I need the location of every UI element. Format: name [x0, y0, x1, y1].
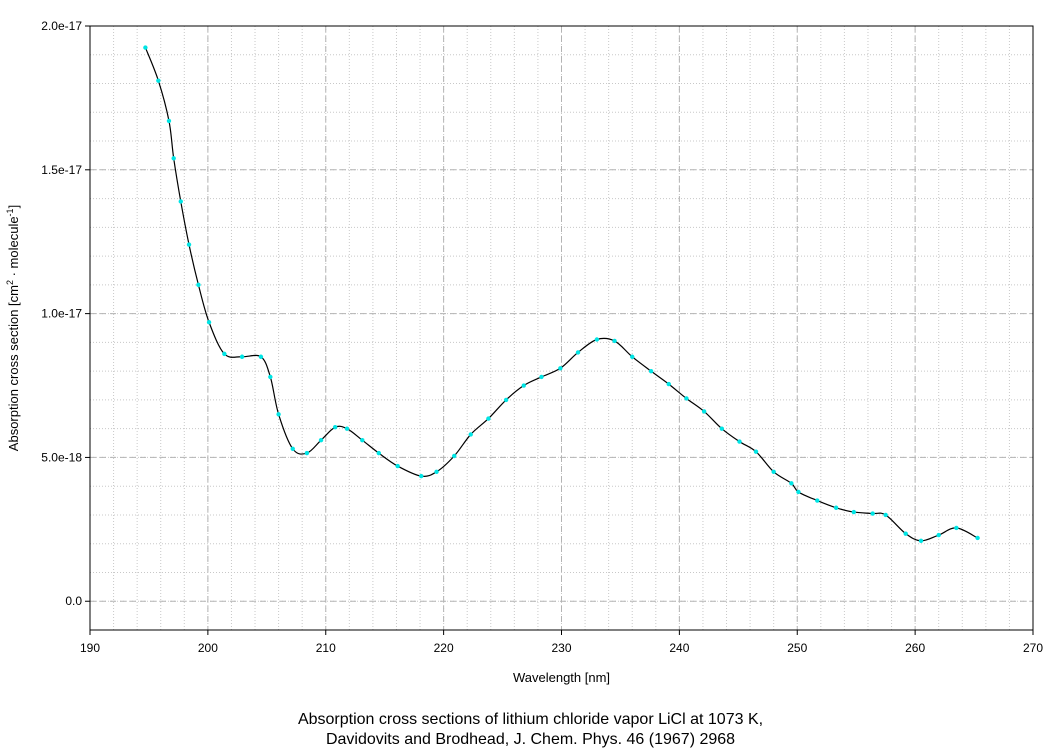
data-point: [395, 463, 400, 469]
data-point: [719, 426, 725, 431]
x-tick-label: 200: [198, 641, 218, 655]
data-point: [701, 409, 707, 414]
data-point: [521, 383, 526, 388]
data-point: [648, 368, 654, 374]
y-axis-title-part: · molecule: [6, 216, 21, 280]
data-point: [594, 337, 600, 342]
data-point: [558, 366, 563, 371]
data-point: [419, 473, 424, 479]
data-point: [178, 199, 183, 204]
y-axis-title-part: Absorption cross section [cm: [6, 285, 21, 451]
axis-ticks: [85, 25, 1034, 635]
data-point: [684, 396, 689, 401]
data-point: [156, 78, 161, 83]
data-point: [753, 449, 759, 454]
x-axis-title: Wavelength [nm]: [513, 670, 610, 685]
data-point: [258, 354, 264, 359]
y-axis-title-part: ]: [6, 205, 21, 209]
y-axis-title-sup: 2: [5, 280, 15, 285]
x-tick-label: 260: [905, 641, 925, 655]
data-point: [815, 498, 820, 503]
data-point: [771, 469, 776, 475]
data-point: [737, 439, 742, 444]
data-point: [452, 453, 457, 459]
data-point: [239, 354, 245, 359]
y-axis-title: Absorption cross section [cm2 · molecule…: [5, 205, 21, 451]
data-point: [870, 511, 875, 516]
data-point: [468, 432, 473, 437]
data-point: [903, 531, 908, 536]
caption-line-2: Davidovits and Brodhead, J. Chem. Phys. …: [325, 731, 736, 748]
data-point: [171, 156, 176, 161]
x-tick-label: 210: [316, 641, 336, 655]
data-point: [789, 481, 794, 486]
y-tick-label: 1.0e-17: [41, 307, 82, 321]
y-tick-label: 2.0e-17: [41, 19, 82, 33]
data-point: [851, 509, 857, 515]
y-axis-title-sup: -1: [5, 208, 15, 216]
data-point: [268, 374, 273, 380]
x-tick-labels: 190 200 210 220 230 240 250 260 270: [80, 641, 1043, 655]
data-point: [143, 45, 148, 50]
data-point: [376, 450, 381, 456]
data-point: [186, 242, 192, 247]
data-point: [918, 538, 924, 544]
chart-caption: Absorption cross sections of lithium chl…: [0, 710, 1061, 750]
data-point: [276, 412, 281, 417]
x-tick-label: 190: [80, 641, 100, 655]
data-points: [143, 45, 980, 544]
data-point: [833, 505, 839, 510]
x-tick-label: 270: [1023, 641, 1043, 655]
y-tick-label: 0.0: [65, 594, 82, 608]
data-point: [344, 426, 350, 431]
x-tick-label: 230: [551, 641, 571, 655]
data-point: [222, 351, 227, 357]
data-point: [360, 437, 365, 443]
data-point: [196, 282, 201, 288]
data-point: [796, 489, 801, 495]
y-tick-label: 1.5e-17: [41, 163, 82, 177]
data-point: [304, 450, 310, 456]
x-tick-label: 250: [787, 641, 807, 655]
x-tick-label: 220: [434, 641, 454, 655]
data-point: [486, 416, 491, 421]
data-point: [630, 354, 635, 359]
data-point: [975, 535, 980, 541]
data-point: [206, 320, 212, 325]
x-tick-label: 240: [669, 641, 689, 655]
data-point: [936, 532, 941, 538]
data-point: [166, 118, 172, 124]
data-point: [332, 425, 338, 430]
chart: 190 200 210 220 230 240 250 260 270 0.0 5.0e-18 1.…: [5, 19, 1043, 685]
data-point: [539, 374, 544, 380]
data-point: [883, 512, 888, 518]
data-point: [612, 338, 617, 344]
data-point: [318, 437, 324, 443]
caption-line-1: Absorption cross sections of lithium chl…: [297, 711, 764, 728]
major-grid: [90, 25, 1033, 630]
y-tick-label: 5.0e-18: [41, 450, 82, 464]
y-tick-labels: 0.0 5.0e-18 1.0e-17 1.5e-17 2.0e-17: [41, 19, 82, 608]
data-point: [575, 350, 581, 355]
data-point: [290, 446, 295, 451]
data-point: [954, 525, 959, 531]
data-point: [503, 397, 509, 403]
data-point: [666, 381, 671, 387]
data-point: [434, 469, 439, 475]
